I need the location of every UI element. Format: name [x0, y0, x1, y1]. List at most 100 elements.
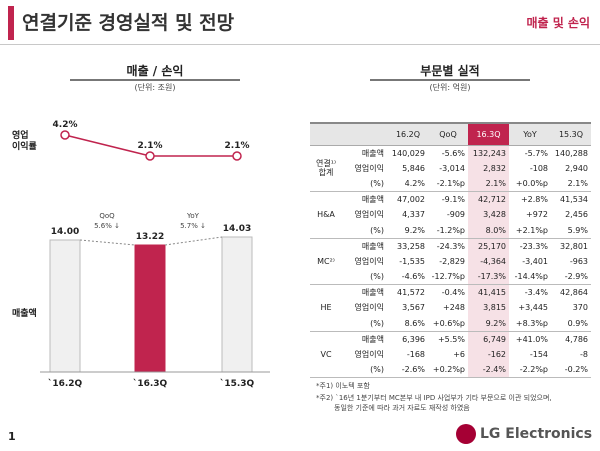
table-row: HE 매출액 41,572 -0.4% 41,415 -3.4% 42,864 [310, 284, 591, 332]
table-cell: -2.2%p [509, 362, 551, 378]
metric-label: (%) [342, 176, 388, 192]
footnote-2-cont: 동일한 기준에 따라 과거 자료도 재작성 하였음 [334, 404, 470, 412]
table-row: 영업이익 -1,535 -2,829 -4,364 -3,401 -963 [310, 253, 591, 269]
metric-label: 영업이익 [354, 210, 384, 220]
table-row: 영업이익 5,846 -3,014 2,832 -108 2,940 [310, 160, 591, 176]
table-cell: -12.7%p [428, 269, 468, 285]
logo-text: LG Electronics [480, 426, 593, 442]
table-row: 연결¹⁾ 합계 매출액 140,029 -5.6% 132,243 -5.7% 140,28… [310, 145, 591, 192]
table-cell: 132,243 [468, 145, 509, 161]
sales-data-label: 13.22 [136, 232, 164, 242]
x-tick-label: `15.3Q [220, 378, 255, 389]
table-cell: 2,940 [565, 163, 588, 173]
footnote-1: *주1) 이노텍 포함 [316, 382, 370, 390]
table-cell: 41,572 [397, 288, 425, 297]
table-cell: 41,415 [468, 284, 509, 300]
left-section-title: 매출 / 손익 [126, 64, 184, 78]
table-cell: -5.6% [441, 148, 465, 158]
table-cell: -4.6% [388, 269, 428, 285]
table-cell: +3,445 [518, 303, 548, 313]
margin-point [145, 151, 155, 161]
right-section-title: 부문별 실적 [420, 64, 480, 78]
left-unit: (단위: 조원) [134, 83, 176, 92]
sales-bar [134, 244, 166, 373]
table-cell: 42,864 [560, 288, 588, 297]
left-section-rule [70, 79, 240, 81]
table-cell: +5.5% [437, 334, 465, 344]
segment-table: 16.2Q QoQ 16.3Q YoY 15.3Q 연결¹⁾ 합계 매출액 140,… [310, 122, 591, 378]
table-row: (%) 4.2% -2.1%p 2.1% +0.0%p 2.1% [310, 176, 591, 192]
page-title: 연결기준 경영실적 및 전망 [22, 12, 235, 34]
table-cell: -0.4% [441, 288, 465, 297]
table-cell: 8.0% [468, 222, 509, 239]
metric-label: 매출액 [361, 288, 384, 297]
table-cell: 32,801 [560, 241, 588, 251]
table-cell: 9.2% [388, 222, 428, 239]
x-tick-label: `16.2Q [48, 378, 83, 389]
table-row: H&A 매출액 47,002 -9.1% 42,712 +2.8% 41,534 [310, 191, 591, 239]
lg-logo-icon [456, 424, 476, 444]
sales-bar [49, 239, 81, 373]
table-cell: -1.2%p [428, 222, 468, 239]
segment-name: VC [310, 331, 342, 378]
table-cell: 2.1% [468, 176, 509, 192]
table-cell: 3,567 [402, 303, 425, 313]
table-cell: +248 [443, 303, 465, 313]
metric-label: 매출액 [361, 334, 384, 344]
metric-label: 영업이익 [354, 303, 384, 313]
margin-data-label: 4.2% [53, 120, 78, 130]
table-cell: 6,396 [402, 334, 425, 344]
table-cell: 140,029 [391, 148, 425, 158]
table-row: 영업이익 -168 +6 -162 -154 -8 [310, 346, 591, 362]
table-cell: 9.2% [468, 315, 509, 332]
table-cell: -4,364 [468, 253, 509, 269]
table-cell: 3,815 [468, 300, 509, 316]
table-cell: +8.3%p [509, 315, 551, 332]
yoy-connector [164, 236, 223, 246]
table-cell: 4,337 [402, 210, 425, 220]
table-cell: +2.1%p [509, 222, 551, 239]
table-cell: 0.9% [551, 315, 591, 332]
table-cell: 4.2% [388, 176, 428, 192]
table-row: MC²⁾ 매출액 33,258 -24.3% 25,170 -23.3% 32,801 [310, 238, 591, 285]
table-cell: +972 [526, 210, 548, 220]
table-cell: 41,534 [560, 195, 588, 204]
table-cell: 3,428 [468, 207, 509, 223]
table-cell: -17.3% [468, 269, 509, 285]
margin-data-label: 2.1% [225, 141, 250, 151]
table-cell: 5.9% [551, 222, 591, 239]
op-margin-label: 영업 이익률 [12, 131, 37, 152]
header-cell [310, 122, 342, 146]
table-row: (%) 8.6% +0.6%p 9.2% +8.3%p 0.9% [310, 315, 591, 332]
qoq-connector [79, 239, 136, 246]
table-cell: -24.3% [436, 241, 465, 251]
footnote-2: *주2) `16년 1분기부터 MC본부 내 IPD 사업부가 기타 부문으로 … [316, 394, 552, 402]
right-section-rule [370, 79, 530, 81]
margin-point [232, 151, 242, 161]
table-cell: 140,288 [554, 148, 588, 158]
table-cell: 8.6% [388, 315, 428, 332]
table-row: (%) -4.6% -12.7%p -17.3% -14.4%p -2.9% [310, 269, 591, 285]
qoq-label: QoQ [99, 212, 115, 220]
table-cell: +0.0%p [509, 176, 551, 192]
table-cell: -108 [529, 163, 548, 173]
right-unit: (단위: 억원) [429, 83, 471, 92]
page-number: 1 [8, 430, 16, 443]
title-accent-bar [8, 6, 14, 40]
metric-label: 매출액 [361, 195, 384, 204]
table-cell: -14.4%p [509, 269, 551, 285]
sales-data-label: 14.00 [51, 227, 79, 237]
metric-label: 영업이익 [354, 163, 384, 173]
table-cell: 2,832 [468, 160, 509, 176]
table-cell: -963 [569, 256, 588, 266]
table-row: VC 매출액 6,396 +5.5% 6,749 +41.0% 4,786 [310, 331, 591, 378]
table-row: 영업이익 4,337 -909 3,428 +972 2,456 [310, 207, 591, 223]
margin-data-label: 2.1% [138, 141, 163, 151]
section-tag: 매출 및 손익 [526, 16, 590, 30]
table-cell: +2.8% [520, 195, 548, 204]
table-cell: 370 [572, 303, 588, 313]
table-row: (%) -2.6% +0.2%p -2.4% -2.2%p -0.2% [310, 362, 591, 378]
metric-label: 매출액 [361, 148, 384, 158]
header-cell [342, 122, 388, 146]
table-cell: 5,846 [402, 163, 425, 173]
